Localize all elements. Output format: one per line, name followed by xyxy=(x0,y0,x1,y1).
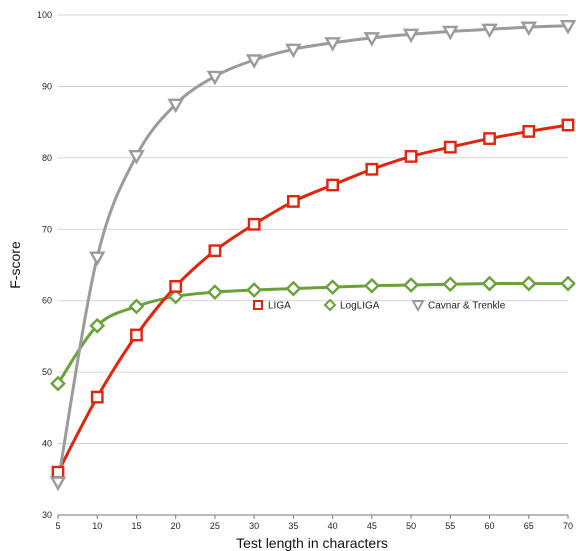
liga-point xyxy=(561,118,575,132)
logliga-point xyxy=(167,288,184,305)
liga-point xyxy=(90,390,104,404)
logliga-point xyxy=(363,277,380,294)
logliga-point xyxy=(285,280,302,297)
logliga-point xyxy=(89,317,106,334)
logliga-point xyxy=(481,275,498,292)
logliga-point xyxy=(403,277,419,293)
y-tick-labels: 30 40 50 60 70 80 90 100 xyxy=(37,10,52,520)
liga-point xyxy=(286,195,300,208)
cavnar-trenkle-point xyxy=(167,98,184,114)
logliga-point xyxy=(442,276,459,293)
logliga-point xyxy=(520,275,537,292)
legend: LIGA LogLIGA Cavnar & Trenkle xyxy=(253,298,506,313)
cavnar-trenkle-point xyxy=(363,32,381,47)
liga-point xyxy=(51,465,65,479)
logliga-point xyxy=(50,375,66,392)
x-tick-label: 25 xyxy=(210,521,220,531)
legend-marker xyxy=(323,298,337,312)
cavnar-trenkle-line xyxy=(56,24,569,483)
series-markers xyxy=(49,20,576,492)
liga-line xyxy=(56,123,569,473)
liga-point xyxy=(522,125,536,138)
cavnar-trenkle-point xyxy=(402,28,420,44)
legend-label: LIGA xyxy=(268,301,291,312)
x-tick-label: 55 xyxy=(445,521,455,531)
y-tick-label: 40 xyxy=(42,439,52,449)
y-tick-label: 90 xyxy=(42,81,52,91)
logliga-point xyxy=(560,275,576,292)
liga-point xyxy=(365,162,379,176)
x-tick-label: 30 xyxy=(249,521,259,531)
x-tick-label: 20 xyxy=(171,521,181,531)
cavnar-trenkle-point xyxy=(245,54,263,69)
cavnar-trenkle-point xyxy=(206,70,224,86)
cavnar-trenkle-point xyxy=(481,23,498,39)
grid-lines xyxy=(58,14,568,444)
legend-item-liga: LIGA xyxy=(253,300,291,312)
x-tick-label: 40 xyxy=(328,521,338,531)
liga-point xyxy=(326,178,340,192)
logliga-point xyxy=(128,298,145,315)
y-tick-label: 70 xyxy=(42,224,52,234)
cavnar-trenkle-point xyxy=(128,150,145,165)
cavnar-trenkle-point xyxy=(559,20,576,35)
x-tick-label: 65 xyxy=(524,521,534,531)
liga-point xyxy=(443,140,457,154)
legend-label: Cavnar & Trenkle xyxy=(428,301,506,312)
x-tick-label: 35 xyxy=(288,521,298,531)
liga-point xyxy=(247,217,261,231)
logliga-point xyxy=(324,279,341,296)
logliga-point xyxy=(246,282,263,298)
y-tick-label: 80 xyxy=(42,153,52,163)
legend-label: LogLIGA xyxy=(340,301,380,312)
x-tick-label: 5 xyxy=(55,521,60,531)
liga-point xyxy=(130,328,143,342)
cavnar-trenkle-point xyxy=(88,251,106,267)
cavnar-trenkle-point xyxy=(324,37,341,52)
liga-point xyxy=(169,280,183,293)
series-lines xyxy=(56,24,569,483)
y-tick-label: 30 xyxy=(42,510,52,520)
axes xyxy=(57,514,569,519)
y-tick-label: 50 xyxy=(42,367,52,377)
logliga-point xyxy=(207,284,223,301)
cavnar-trenkle-point xyxy=(285,43,302,59)
cavnar-trenkle-point xyxy=(49,476,67,492)
liga-point xyxy=(208,244,222,258)
x-tick-label: 15 xyxy=(131,521,141,531)
x-tick-label: 45 xyxy=(367,521,377,531)
legend-marker xyxy=(411,300,425,313)
x-axis-label: Test length in characters xyxy=(236,535,388,551)
legend-item-logliga: LogLIGA xyxy=(323,298,380,312)
y-tick-label: 60 xyxy=(42,296,52,306)
x-tick-label: 60 xyxy=(485,521,495,531)
x-tick-labels: 5 10 15 20 25 30 35 40 45 50 55 60 65 70 xyxy=(55,521,573,531)
legend-marker xyxy=(253,300,263,310)
liga-point xyxy=(483,132,496,145)
legend-item-cavnar-trenkle: Cavnar & Trenkle xyxy=(411,300,506,313)
cavnar-trenkle-point xyxy=(442,25,459,41)
y-axis-label: F-score xyxy=(7,241,23,289)
x-tick-label: 70 xyxy=(563,521,573,531)
cavnar-trenkle-point xyxy=(520,21,538,37)
x-tick-label: 10 xyxy=(92,521,102,531)
x-tick-label: 50 xyxy=(406,521,416,531)
y-tick-label: 100 xyxy=(37,10,52,20)
liga-point xyxy=(404,150,418,163)
